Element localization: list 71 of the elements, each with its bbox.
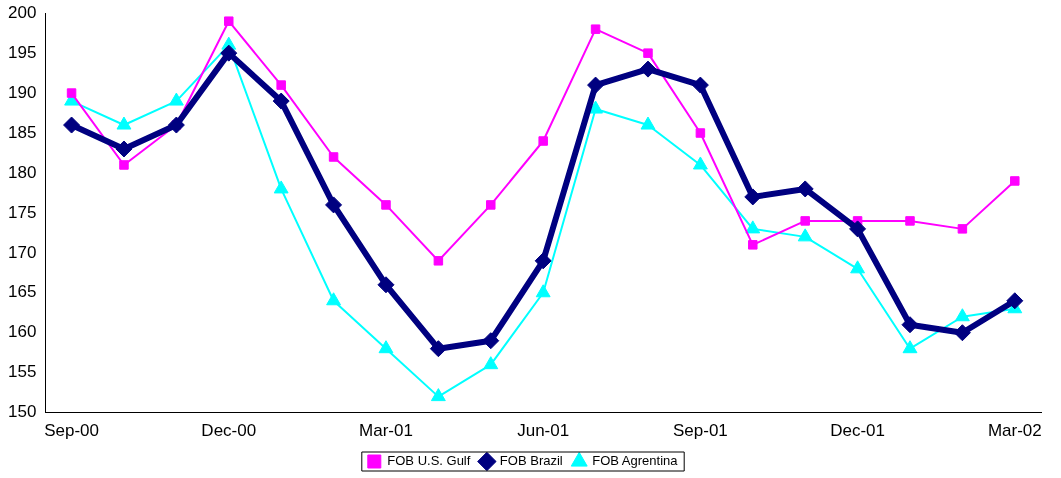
- point: [377, 276, 395, 294]
- legend-label: FOB Brazil: [499, 453, 563, 469]
- point: [483, 356, 499, 370]
- point: [1006, 292, 1024, 310]
- point: [325, 196, 343, 214]
- point: [429, 340, 447, 358]
- point: [745, 220, 761, 234]
- point: [378, 340, 394, 354]
- y-tick-label: 150: [7, 402, 37, 422]
- point: [220, 44, 238, 62]
- point: [957, 224, 968, 234]
- point: [167, 116, 185, 134]
- y-tick-label: 170: [7, 242, 37, 262]
- x-tick-label: Dec-01: [830, 421, 885, 441]
- x-tick-label: Dec-00: [201, 421, 257, 441]
- point: [692, 156, 708, 170]
- y-tick-label: 185: [7, 122, 37, 142]
- point: [535, 284, 551, 298]
- point: [849, 220, 867, 238]
- point: [381, 200, 391, 210]
- point: [482, 332, 500, 350]
- point: [63, 116, 81, 134]
- legend-label: FOB Agrentina: [592, 453, 679, 469]
- y-tick-label: 195: [7, 42, 37, 62]
- point: [643, 48, 653, 58]
- y-tick-label: 190: [7, 82, 37, 102]
- point: [587, 76, 605, 94]
- point: [486, 200, 496, 210]
- y-tick-label: 200: [7, 2, 37, 22]
- point: [902, 340, 918, 354]
- point: [116, 116, 132, 130]
- x-tick-label: Mar-01: [359, 421, 413, 441]
- y-tick-label: 180: [7, 162, 37, 182]
- point: [534, 252, 552, 270]
- point: [905, 216, 915, 226]
- point: [691, 76, 709, 94]
- point: [272, 92, 290, 110]
- point: [953, 324, 971, 342]
- point: [430, 388, 446, 402]
- y-tick-label: 165: [7, 282, 37, 302]
- point: [224, 16, 234, 26]
- point: [1010, 176, 1020, 186]
- x-tick-label: Jun-01: [517, 421, 570, 441]
- point: [433, 256, 444, 266]
- point: [115, 140, 133, 158]
- y-tick-label: 160: [7, 322, 37, 342]
- point: [639, 60, 657, 78]
- point: [66, 88, 77, 98]
- point: [538, 136, 548, 146]
- point: [588, 100, 604, 114]
- x-tick-label: Sep-01: [672, 421, 728, 441]
- point: [168, 92, 184, 106]
- point: [640, 116, 656, 130]
- point: [797, 228, 813, 242]
- point: [273, 180, 289, 194]
- point: [954, 308, 970, 322]
- x-tick-label: Mar-02: [987, 421, 1042, 441]
- point: [328, 152, 339, 162]
- x-tick-label: Sep-00: [44, 421, 99, 441]
- y-tick-label: 175: [7, 202, 37, 222]
- point: [850, 260, 866, 274]
- point: [800, 216, 810, 226]
- point: [695, 128, 706, 138]
- point: [276, 80, 286, 90]
- y-tick-label: 155: [7, 362, 37, 382]
- point: [901, 316, 919, 334]
- point: [590, 24, 601, 34]
- legend-label: FOB U.S. Gulf: [387, 453, 471, 469]
- point: [119, 160, 129, 170]
- point: [326, 292, 341, 306]
- point: [748, 240, 758, 250]
